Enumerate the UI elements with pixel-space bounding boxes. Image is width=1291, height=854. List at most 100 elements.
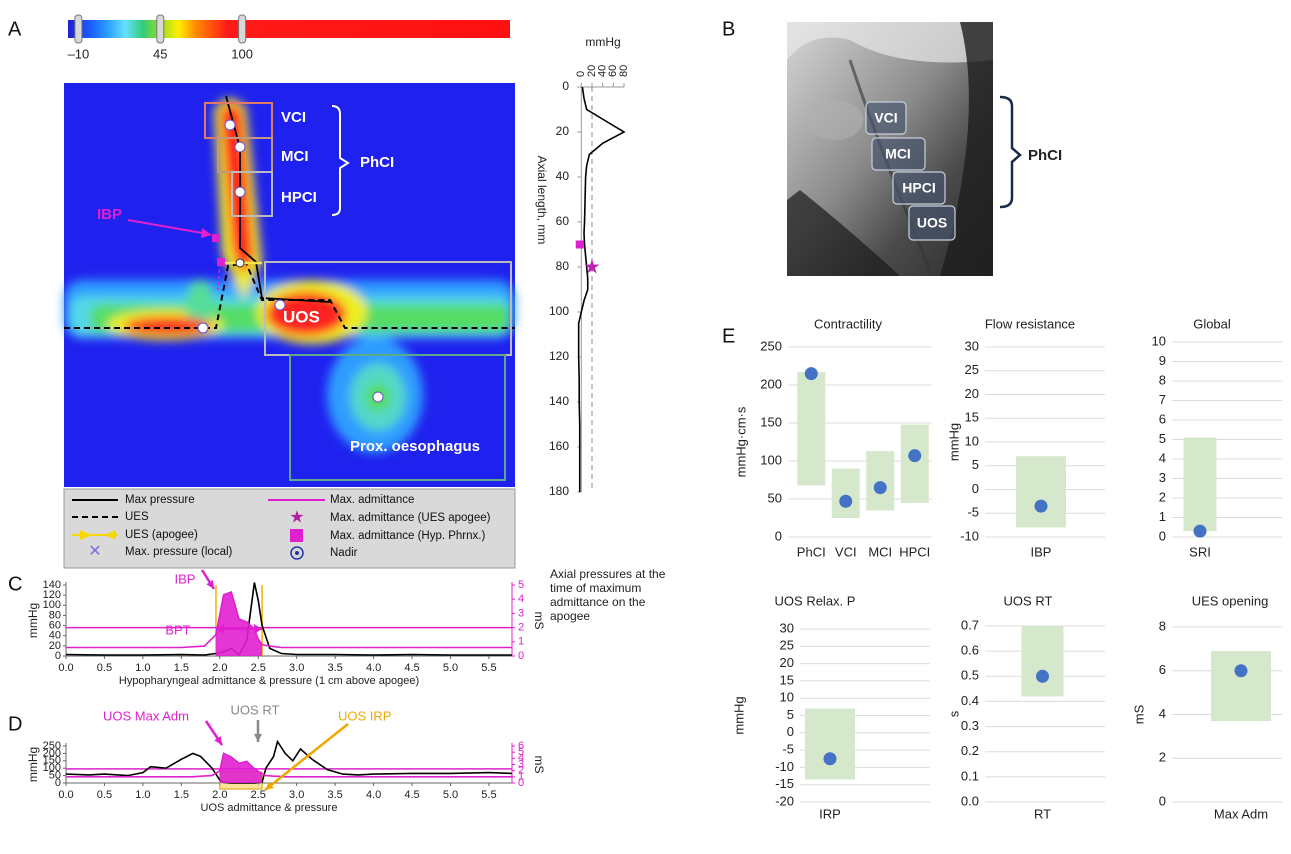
y-tick-label: 50 <box>49 770 61 782</box>
y-tick-label: 40 <box>49 630 61 642</box>
shape <box>787 22 993 63</box>
x-tick-label: 5.5 <box>481 789 496 801</box>
y2-tick-label: 5 <box>518 746 524 758</box>
series-line <box>66 591 512 649</box>
bracket-label: PhCI <box>1028 147 1062 164</box>
x-tick-label: 20 <box>586 65 598 77</box>
shape <box>892 171 946 205</box>
x-tick-label: 40 <box>597 65 609 77</box>
shape <box>186 279 214 331</box>
shape <box>235 258 245 268</box>
y-axis-label: mmHg <box>26 603 40 638</box>
x-tick-label: 0.5 <box>97 789 112 801</box>
x-tick-label: 2.5 <box>251 789 266 801</box>
shape <box>231 171 273 217</box>
x-tick-label: 0.5 <box>97 662 112 674</box>
value-dot <box>1193 524 1207 538</box>
x-tick-label: VCI <box>835 544 857 559</box>
y-tick-label: -5 <box>967 505 979 520</box>
shape <box>295 551 299 555</box>
colorbar-tick <box>156 14 165 44</box>
shape <box>80 530 116 540</box>
y-tick-label: 0 <box>787 724 794 739</box>
y-tick-label: 100 <box>43 762 61 774</box>
y-tick-label: 4 <box>1159 706 1166 721</box>
y-tick-label: 4 <box>1159 450 1166 465</box>
x-tick-label: 80 <box>618 65 630 77</box>
legend-label: Max. admittance (Hyp. Phrnx.) <box>330 530 485 542</box>
value-dot <box>804 367 818 381</box>
chart-title: UOS Relax. P <box>775 593 856 608</box>
pressure-line <box>577 86 626 492</box>
y-tick-label: 20 <box>965 386 979 401</box>
value-dot <box>839 494 853 508</box>
legend-label: Nadir <box>330 547 358 559</box>
bpt-arrowhead <box>215 624 224 634</box>
x-axis-label: UOS admittance & pressure <box>201 802 338 814</box>
y-tick-label: 20 <box>49 640 61 652</box>
shape <box>234 186 246 198</box>
series-line <box>66 752 512 778</box>
colorbar-tick <box>74 14 83 44</box>
annotation: UOS IRP <box>338 708 391 723</box>
shape <box>224 119 236 131</box>
photo-label: UOS <box>917 215 947 231</box>
x-tick-label: 5.0 <box>443 662 458 674</box>
shape <box>290 529 303 542</box>
y-tick-label: 80 <box>556 259 570 273</box>
y-tick-label: -15 <box>775 776 794 791</box>
y-tick-label: 0.0 <box>961 793 979 808</box>
shape <box>225 95 331 303</box>
heatmap: VCI MCI HPCI PhCI IBP UOS Prox. oesophag… <box>64 83 515 487</box>
y-tick-label: 0.2 <box>961 743 979 758</box>
normal-range <box>1016 456 1066 528</box>
y-tick-label: 50 <box>768 490 782 505</box>
y-tick-label: 120 <box>43 589 61 601</box>
legend-label: Max pressure <box>125 494 195 506</box>
x-tick-label: 4.0 <box>366 662 381 674</box>
ibp-marker <box>575 240 584 249</box>
y-axis-label: mmHg <box>26 747 40 782</box>
y-tick-label: 140 <box>43 579 61 591</box>
y2-tick-label: 4 <box>518 752 524 764</box>
y-tick-label: 0.6 <box>961 643 979 658</box>
colorbar-tick-label: –10 <box>68 46 90 61</box>
normal-range <box>866 451 895 511</box>
region-label: PhCI <box>360 154 394 171</box>
y-axis-label: Axial length, mm <box>535 156 549 245</box>
y-tick-label: 5 <box>787 707 794 722</box>
value-dot <box>1034 499 1048 513</box>
annotation-arrowhead <box>214 736 222 745</box>
y-tick-label: 0.3 <box>961 718 979 733</box>
y2-tick-label: 0 <box>518 777 524 789</box>
y-axis-label: mmHg·cm·s <box>733 406 748 477</box>
shape <box>331 105 350 216</box>
y-tick-label: 15 <box>780 672 794 687</box>
y2-tick-label: 6 <box>518 740 524 752</box>
y-tick-label: 30 <box>965 338 979 353</box>
legend-label: UES (apogee) <box>125 529 198 541</box>
x-tick-label: 1.5 <box>174 789 189 801</box>
y-axis-label: s <box>946 710 961 717</box>
region-label: VCI <box>281 109 306 126</box>
y-tick-label: 6 <box>1159 411 1166 426</box>
panel-label: E <box>722 325 735 347</box>
legend-label: Max. admittance (UES apogee) <box>330 512 491 524</box>
panel-label: B <box>722 18 735 40</box>
x-tick-label: 0.0 <box>58 789 73 801</box>
annotation-arrowhead <box>265 781 274 790</box>
y-tick-label: 100 <box>549 304 569 318</box>
x-tick-label: 4.5 <box>404 789 419 801</box>
legend-label: UES <box>125 511 149 523</box>
shape <box>63 488 516 569</box>
colorbar <box>68 20 510 38</box>
normal-range <box>805 708 855 780</box>
shape <box>787 190 900 276</box>
y-tick-label: 0 <box>972 481 979 496</box>
chart-title: UOS RT <box>1004 593 1053 608</box>
x-tick-label: 5.0 <box>443 789 458 801</box>
y-axis-label: mmHg <box>946 423 961 461</box>
photo-label: MCI <box>885 146 911 162</box>
y-tick-label: 160 <box>549 439 569 453</box>
